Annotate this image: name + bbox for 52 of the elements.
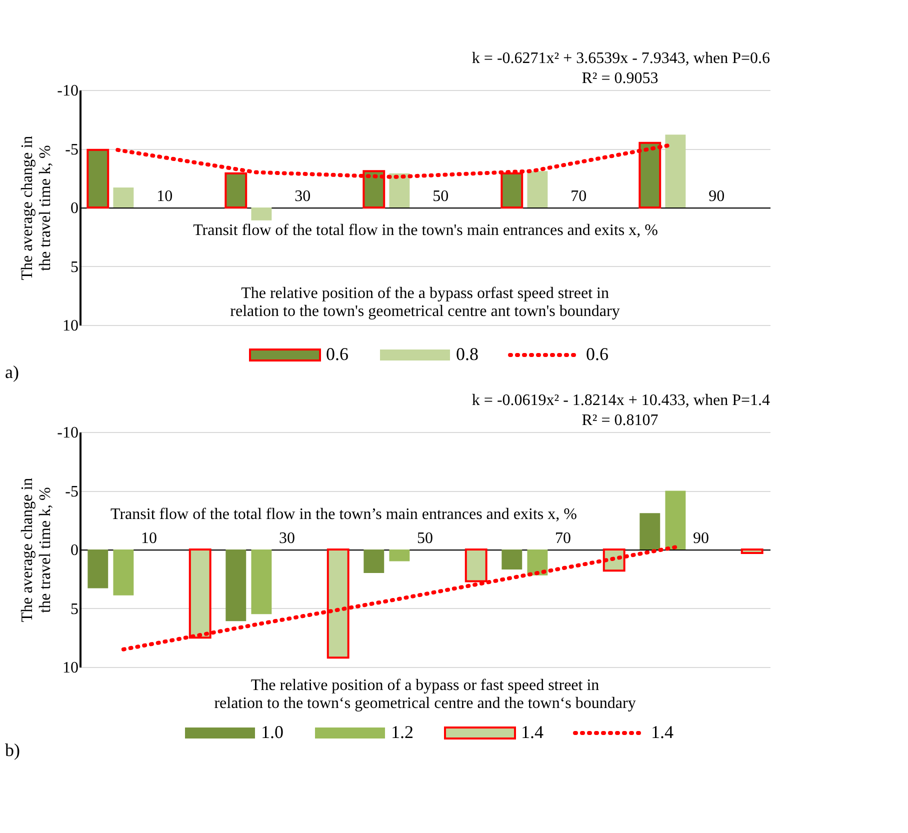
x-tick-label: 10 xyxy=(141,530,157,547)
y-tick-label: 0 xyxy=(70,200,78,217)
y-tick-label: 10 xyxy=(62,660,78,676)
text: The relative position of a bypass or fast speed street in relation to the town‘s geometrical centre and the town‘s boundary xyxy=(214,677,636,712)
bar xyxy=(226,550,246,622)
x-axis-title: Transit flow of the total flow in the town's main entrances and exits x, % xyxy=(193,222,658,239)
text: k = -0.0619x² - 1.8214x + 10.433, when P=1.4 xyxy=(472,392,770,409)
bar xyxy=(251,550,272,614)
bar xyxy=(88,550,108,588)
bar xyxy=(665,490,686,550)
y-tick-label: 5 xyxy=(70,600,78,618)
y-axis-title: The average change in the travel time k, % xyxy=(19,478,54,622)
y-tick-label: -5 xyxy=(65,141,78,158)
legend-label: 1.2 xyxy=(391,722,414,742)
y-tick-label: 0 xyxy=(70,542,78,559)
bar xyxy=(502,550,522,570)
bar xyxy=(640,513,660,550)
x-tick-label: 50 xyxy=(417,530,433,547)
bar xyxy=(740,548,764,554)
bar xyxy=(389,550,410,562)
x-tick-label: 30 xyxy=(279,530,295,547)
text: R² = 0.8107 xyxy=(582,412,658,429)
text: R² = 0.9053 xyxy=(582,70,658,87)
y-tick-label: -5 xyxy=(65,483,78,500)
bar xyxy=(364,550,384,573)
y-tick-label: -10 xyxy=(57,82,78,100)
legend-label: 0.6 xyxy=(586,344,608,364)
y-axis-title: The average change in the travel time k, % xyxy=(19,136,54,280)
y-tick-label: 10 xyxy=(62,318,78,334)
x-tick-label: 10 xyxy=(156,188,173,205)
bar xyxy=(113,550,134,596)
bar xyxy=(464,548,488,582)
legend-label: 0.8 xyxy=(456,344,478,364)
x-tick-label: 70 xyxy=(555,530,571,547)
legend-label: 1.0 xyxy=(261,722,284,742)
legend-label: 1.4 xyxy=(521,722,544,742)
x-tick-label: 50 xyxy=(432,188,449,205)
x-tick-label: 90 xyxy=(708,188,725,205)
legend-label: 0.6 xyxy=(326,344,348,364)
x-tick-label: 30 xyxy=(294,188,311,205)
legend-label: 1.4 xyxy=(651,722,674,742)
text: b) xyxy=(5,740,20,760)
bar xyxy=(188,548,212,639)
x-axis-title: Transit flow of the total flow in the town’s main entrances and exits x, % xyxy=(110,506,577,523)
x-tick-label: 70 xyxy=(570,188,587,205)
x-tick-label: 90 xyxy=(693,530,709,547)
text: k = -0.6271x² + 3.6539x - 7.9343, when P=0.6 xyxy=(472,50,770,67)
annotation: The relative position of the a bypass orfast speed street in relation to the town's geometrical centre ant town's boundary xyxy=(230,285,620,320)
y-tick-label: -10 xyxy=(57,424,78,442)
bar xyxy=(527,550,548,576)
text: a) xyxy=(5,362,19,382)
y-tick-label: 5 xyxy=(70,258,78,276)
